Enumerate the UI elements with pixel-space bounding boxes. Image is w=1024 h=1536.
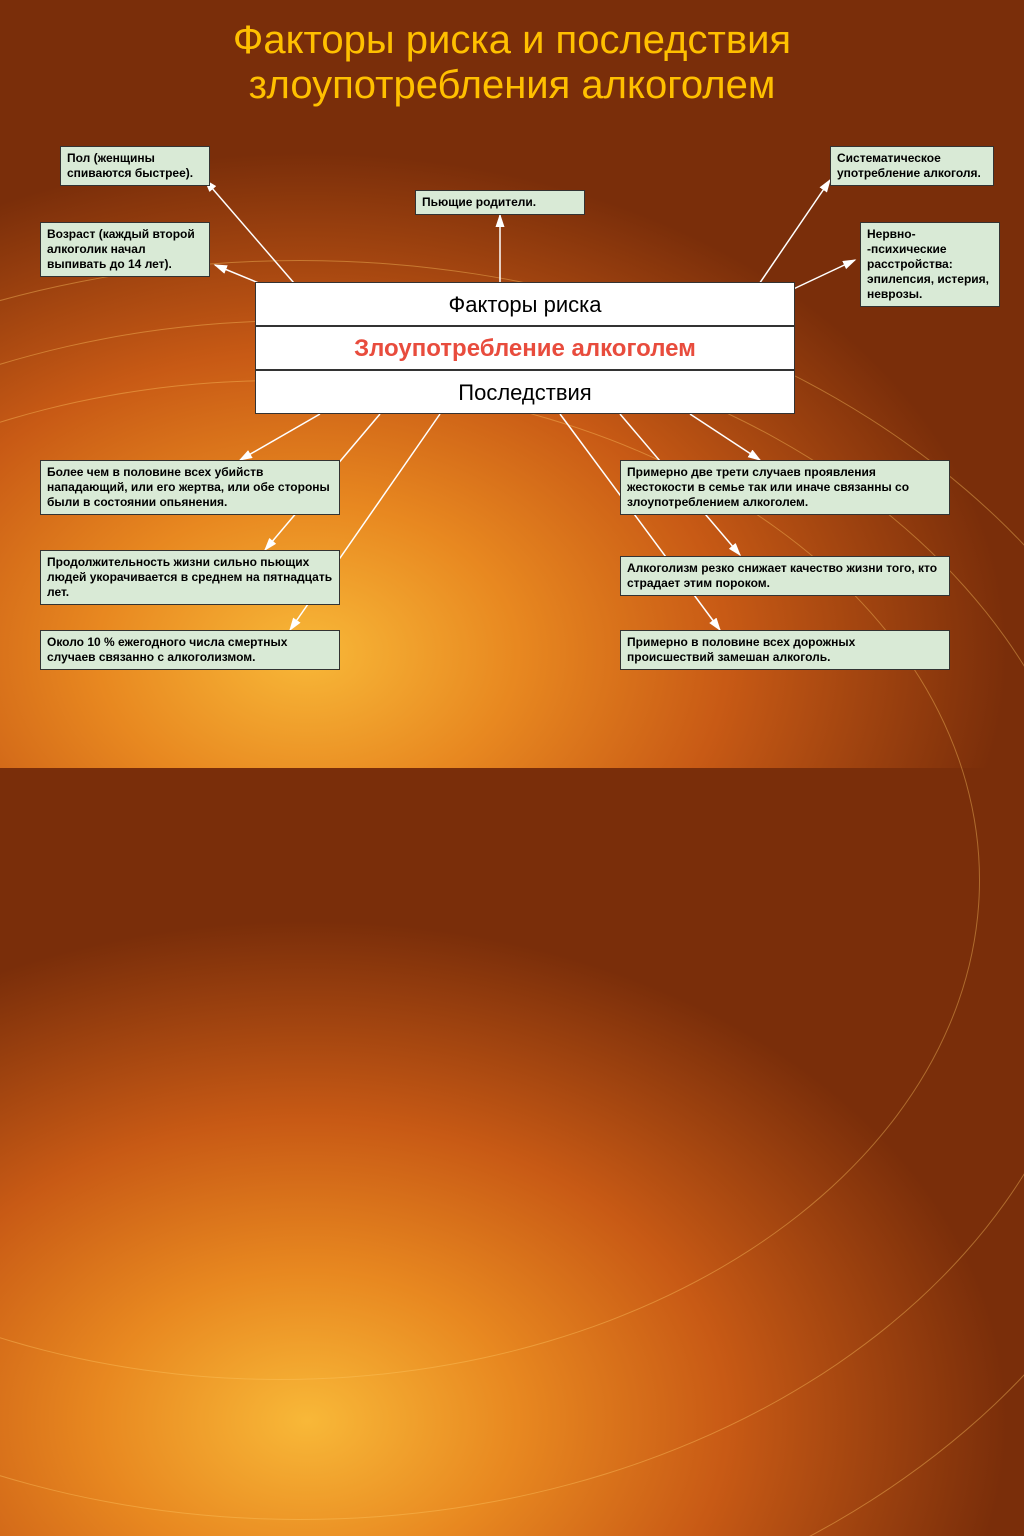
- consequence-box: Примерно две трети случаев проявления же…: [620, 460, 950, 515]
- factor-box: Пол (женщины спиваются быстрее).: [60, 146, 210, 186]
- center-main-text: Злоупотребление алкоголем: [354, 335, 696, 362]
- consequence-box: Более чем в половине всех убийств напада…: [40, 460, 340, 515]
- consequence-box: Продолжительность жизни сильно пьющих лю…: [40, 550, 340, 605]
- title-line2: злоупотребления алкоголем: [0, 63, 1024, 108]
- factor-box: Возраст (каждый второй алкоголик начал в…: [40, 222, 210, 277]
- consequence-box: Примерно в половине всех дорожных происш…: [620, 630, 950, 670]
- factor-box: Систематическое употребление алкоголя.: [830, 146, 994, 186]
- title-line1: Факторы риска и последствия: [0, 18, 1024, 63]
- consequence-box: Алкоголизм резко снижает качество жизни …: [620, 556, 950, 596]
- center-factors-label: Факторы риска: [255, 282, 795, 326]
- factor-box: Нервно- -психические расстройства: эпиле…: [860, 222, 1000, 307]
- consequence-box: Около 10 % ежегодного числа смертных слу…: [40, 630, 340, 670]
- center-main-label: Злоупотребление алкоголем: [255, 326, 795, 370]
- center-consequences-label: Последствия: [255, 370, 795, 414]
- slide-title: Факторы риска и последствия злоупотребле…: [0, 18, 1024, 108]
- factor-box: Пьющие родители.: [415, 190, 585, 215]
